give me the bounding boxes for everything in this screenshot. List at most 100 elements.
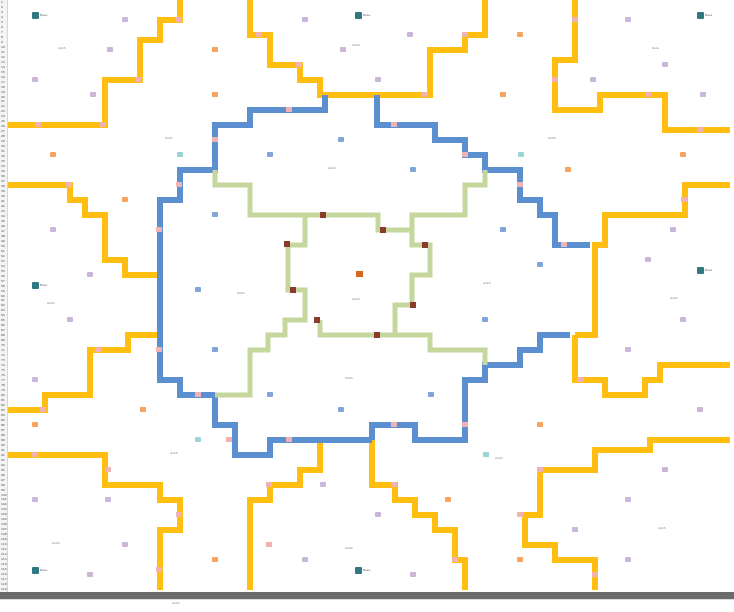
unit-icon[interactable]: [105, 497, 111, 502]
base-icon[interactable]: [697, 267, 704, 274]
row-header-label: 97: [1, 479, 5, 482]
unit-icon[interactable]: [500, 92, 506, 97]
row-header-label: 55: [1, 270, 5, 273]
unit-icon[interactable]: [177, 152, 183, 157]
unit-icon[interactable]: [375, 77, 381, 82]
base-icon[interactable]: [32, 567, 39, 574]
row-header-label: 48: [1, 235, 5, 238]
unit-icon[interactable]: [645, 257, 651, 262]
unit-icon[interactable]: [140, 407, 146, 412]
junction-marker: [462, 422, 468, 427]
unit-icon[interactable]: [410, 167, 416, 172]
unit-icon[interactable]: [625, 557, 631, 562]
unit-icon[interactable]: [625, 497, 631, 502]
junction-marker: [66, 182, 72, 187]
unit-icon[interactable]: [50, 227, 56, 232]
inner-node: [380, 227, 386, 233]
unit-icon[interactable]: [338, 137, 344, 142]
row-header-label: 99: [1, 489, 5, 492]
unit-icon[interactable]: [680, 152, 686, 157]
unit-icon[interactable]: [302, 17, 308, 22]
unit-icon[interactable]: [107, 47, 113, 52]
unit-icon[interactable]: [537, 262, 543, 267]
row-header-label: 13: [1, 61, 5, 64]
unit-icon[interactable]: [320, 482, 326, 487]
unit-icon[interactable]: [212, 347, 218, 352]
center-label: Ankh: [352, 298, 360, 301]
unit-icon[interactable]: [572, 527, 578, 532]
unit-icon[interactable]: [700, 92, 706, 97]
junction-marker: [391, 422, 397, 427]
unit-icon[interactable]: [625, 17, 631, 22]
unit-icon[interactable]: [195, 437, 201, 442]
region-label: Ankh: [52, 542, 60, 545]
unit-icon[interactable]: [338, 407, 344, 412]
unit-icon[interactable]: [195, 287, 201, 292]
unit-icon[interactable]: [680, 317, 686, 322]
unit-icon[interactable]: [625, 347, 631, 352]
row-header-label: 40: [1, 195, 5, 198]
junction-marker: [552, 77, 558, 82]
unit-icon[interactable]: [122, 542, 128, 547]
junction-marker: [286, 107, 292, 112]
unit-icon[interactable]: [87, 272, 93, 277]
row-header-label: 38: [1, 185, 5, 188]
junction-marker: [156, 567, 162, 572]
row-header-label: 119: [1, 588, 7, 591]
unit-icon[interactable]: [410, 572, 416, 577]
unit-icon[interactable]: [212, 92, 218, 97]
unit-icon[interactable]: [537, 422, 543, 427]
unit-icon[interactable]: [32, 497, 38, 502]
unit-icon[interactable]: [32, 422, 38, 427]
unit-icon[interactable]: [212, 212, 218, 217]
row-header-label: 12: [1, 56, 5, 59]
unit-icon[interactable]: [697, 407, 703, 412]
junction-marker: [176, 17, 182, 22]
unit-icon[interactable]: [500, 227, 506, 232]
base-icon[interactable]: [697, 12, 704, 19]
inner-node: [374, 332, 380, 338]
unit-icon[interactable]: [50, 152, 56, 157]
row-header-label: 30: [1, 145, 5, 148]
unit-icon[interactable]: [517, 557, 523, 562]
unit-icon[interactable]: [267, 392, 273, 397]
base-icon[interactable]: [32, 282, 39, 289]
unit-icon[interactable]: [428, 392, 434, 397]
row-header-label: 85: [1, 419, 5, 422]
unit-icon[interactable]: [32, 77, 38, 82]
unit-icon[interactable]: [482, 317, 488, 322]
unit-icon[interactable]: [87, 572, 93, 577]
unit-icon[interactable]: [662, 467, 668, 472]
unit-icon[interactable]: [90, 92, 96, 97]
unit-icon[interactable]: [518, 152, 524, 157]
unit-icon[interactable]: [122, 17, 128, 22]
middle-border: [160, 335, 215, 395]
unit-icon[interactable]: [267, 152, 273, 157]
junction-marker: [105, 467, 111, 472]
row-header-label: 90: [1, 444, 5, 447]
unit-icon[interactable]: [445, 497, 451, 502]
unit-icon[interactable]: [212, 557, 218, 562]
unit-icon[interactable]: [32, 377, 38, 382]
unit-icon[interactable]: [407, 32, 413, 37]
center-node: [356, 271, 363, 277]
unit-icon[interactable]: [122, 197, 128, 202]
base-icon[interactable]: [355, 567, 362, 574]
base-icon[interactable]: [32, 12, 39, 19]
unit-icon[interactable]: [565, 167, 571, 172]
row-header-label: 116: [1, 573, 7, 576]
unit-icon[interactable]: [517, 32, 523, 37]
junction-marker: [681, 197, 687, 202]
base-icon[interactable]: [355, 12, 362, 19]
junction-marker: [517, 512, 523, 517]
unit-icon[interactable]: [483, 452, 489, 457]
unit-icon[interactable]: [340, 47, 346, 52]
unit-icon[interactable]: [662, 62, 668, 67]
unit-icon[interactable]: [212, 47, 218, 52]
unit-icon[interactable]: [670, 227, 676, 232]
unit-icon[interactable]: [590, 77, 596, 82]
unit-icon[interactable]: [375, 512, 381, 517]
unit-icon[interactable]: [302, 557, 308, 562]
unit-icon[interactable]: [67, 317, 73, 322]
